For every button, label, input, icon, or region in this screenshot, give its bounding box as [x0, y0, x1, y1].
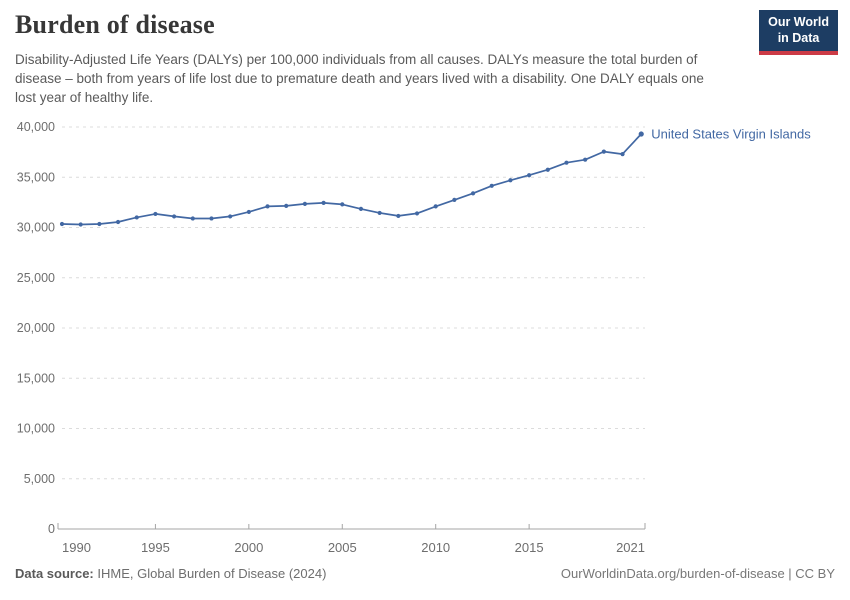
credit-link: OurWorldinData.org/burden-of-disease | C…: [560, 566, 835, 581]
x-axis-tick-label: 2000: [234, 540, 263, 555]
data-point-marker: [153, 211, 158, 217]
data-point-marker: [97, 221, 102, 227]
x-axis-tick-label: 2005: [328, 540, 357, 555]
line-chart-svg: 0 5,000 10,000 15,000 20,000 25,000 30,000 35,0…: [17, 120, 811, 555]
x-axis-tick-label: 1995: [141, 540, 170, 555]
data-point-marker: [545, 167, 550, 172]
data-point-marker: [433, 204, 438, 209]
data-point-marker: [246, 209, 251, 215]
data-point-marker: [377, 210, 382, 216]
data-point-marker: [508, 178, 513, 183]
data-point-marker: [358, 206, 364, 212]
owid-logo: Our World in Data: [759, 10, 838, 56]
entity-label[interactable]: United States Virgin Islands: [651, 127, 811, 142]
data-point-marker: [228, 214, 233, 219]
chart-area: 0 5,000 10,000 15,000 20,000 25,000 30,000 35,0…: [0, 115, 850, 565]
y-axis-tick-label: 35,000: [17, 170, 55, 184]
data-point-marker: [527, 173, 532, 178]
y-axis-tick-label: 5,000: [24, 472, 55, 486]
x-axis-tick-label: 1990: [62, 540, 91, 555]
x-axis-tick-label: 2010: [421, 540, 450, 555]
data-point-marker: [209, 216, 214, 221]
y-axis-tick-label: 25,000: [17, 271, 55, 285]
y-axis-tick-label: 15,000: [17, 371, 55, 385]
page-title: Burden of disease: [15, 10, 215, 39]
data-source-label: Data source:: [15, 566, 94, 581]
data-point-marker: [452, 197, 457, 202]
x-axis-tick-label: 2021: [616, 540, 645, 555]
data-point-marker: [302, 201, 308, 206]
data-point-marker: [172, 214, 177, 219]
data-point-marker: [583, 157, 588, 162]
owid-logo-line2: in Data: [777, 30, 820, 45]
data-point-marker: [489, 183, 494, 188]
x-axis-tick-label: 2015: [515, 540, 544, 555]
data-point-marker: [59, 221, 65, 227]
data-point-marker: [340, 202, 345, 207]
data-source: Data source: IHME, Global Burden of Dise…: [15, 566, 326, 581]
chart-subtitle: Disability-Adjusted Life Years (DALYs) p…: [15, 52, 704, 106]
data-point-marker: [414, 211, 420, 216]
data-point-marker: [321, 200, 326, 205]
y-axis-tick-label: 20,000: [17, 321, 55, 335]
y-axis-tick-label: 0: [48, 522, 55, 536]
data-point-marker: [115, 219, 121, 225]
data-point-marker: [134, 215, 139, 220]
owid-logo-line1: Our World: [768, 15, 829, 29]
series-end-marker: [638, 131, 644, 137]
data-point-marker: [470, 191, 476, 196]
data-point-marker: [190, 216, 195, 221]
data-point-marker: [78, 222, 83, 227]
data-source-text: IHME, Global Burden of Disease (2024): [93, 566, 327, 581]
data-point-marker: [601, 149, 606, 154]
data-point-marker: [564, 160, 569, 165]
series-line[interactable]: [61, 133, 643, 226]
chart-footer: Data source: IHME, Global Burden of Dise…: [15, 566, 835, 581]
data-point-marker: [265, 204, 270, 209]
y-axis-tick-label: 40,000: [17, 120, 55, 134]
data-point-marker: [284, 203, 289, 208]
data-point-marker: [620, 152, 625, 157]
data-point-marker: [396, 213, 401, 219]
y-axis-tick-label: 10,000: [17, 422, 55, 436]
y-axis-tick-label: 30,000: [17, 221, 55, 235]
